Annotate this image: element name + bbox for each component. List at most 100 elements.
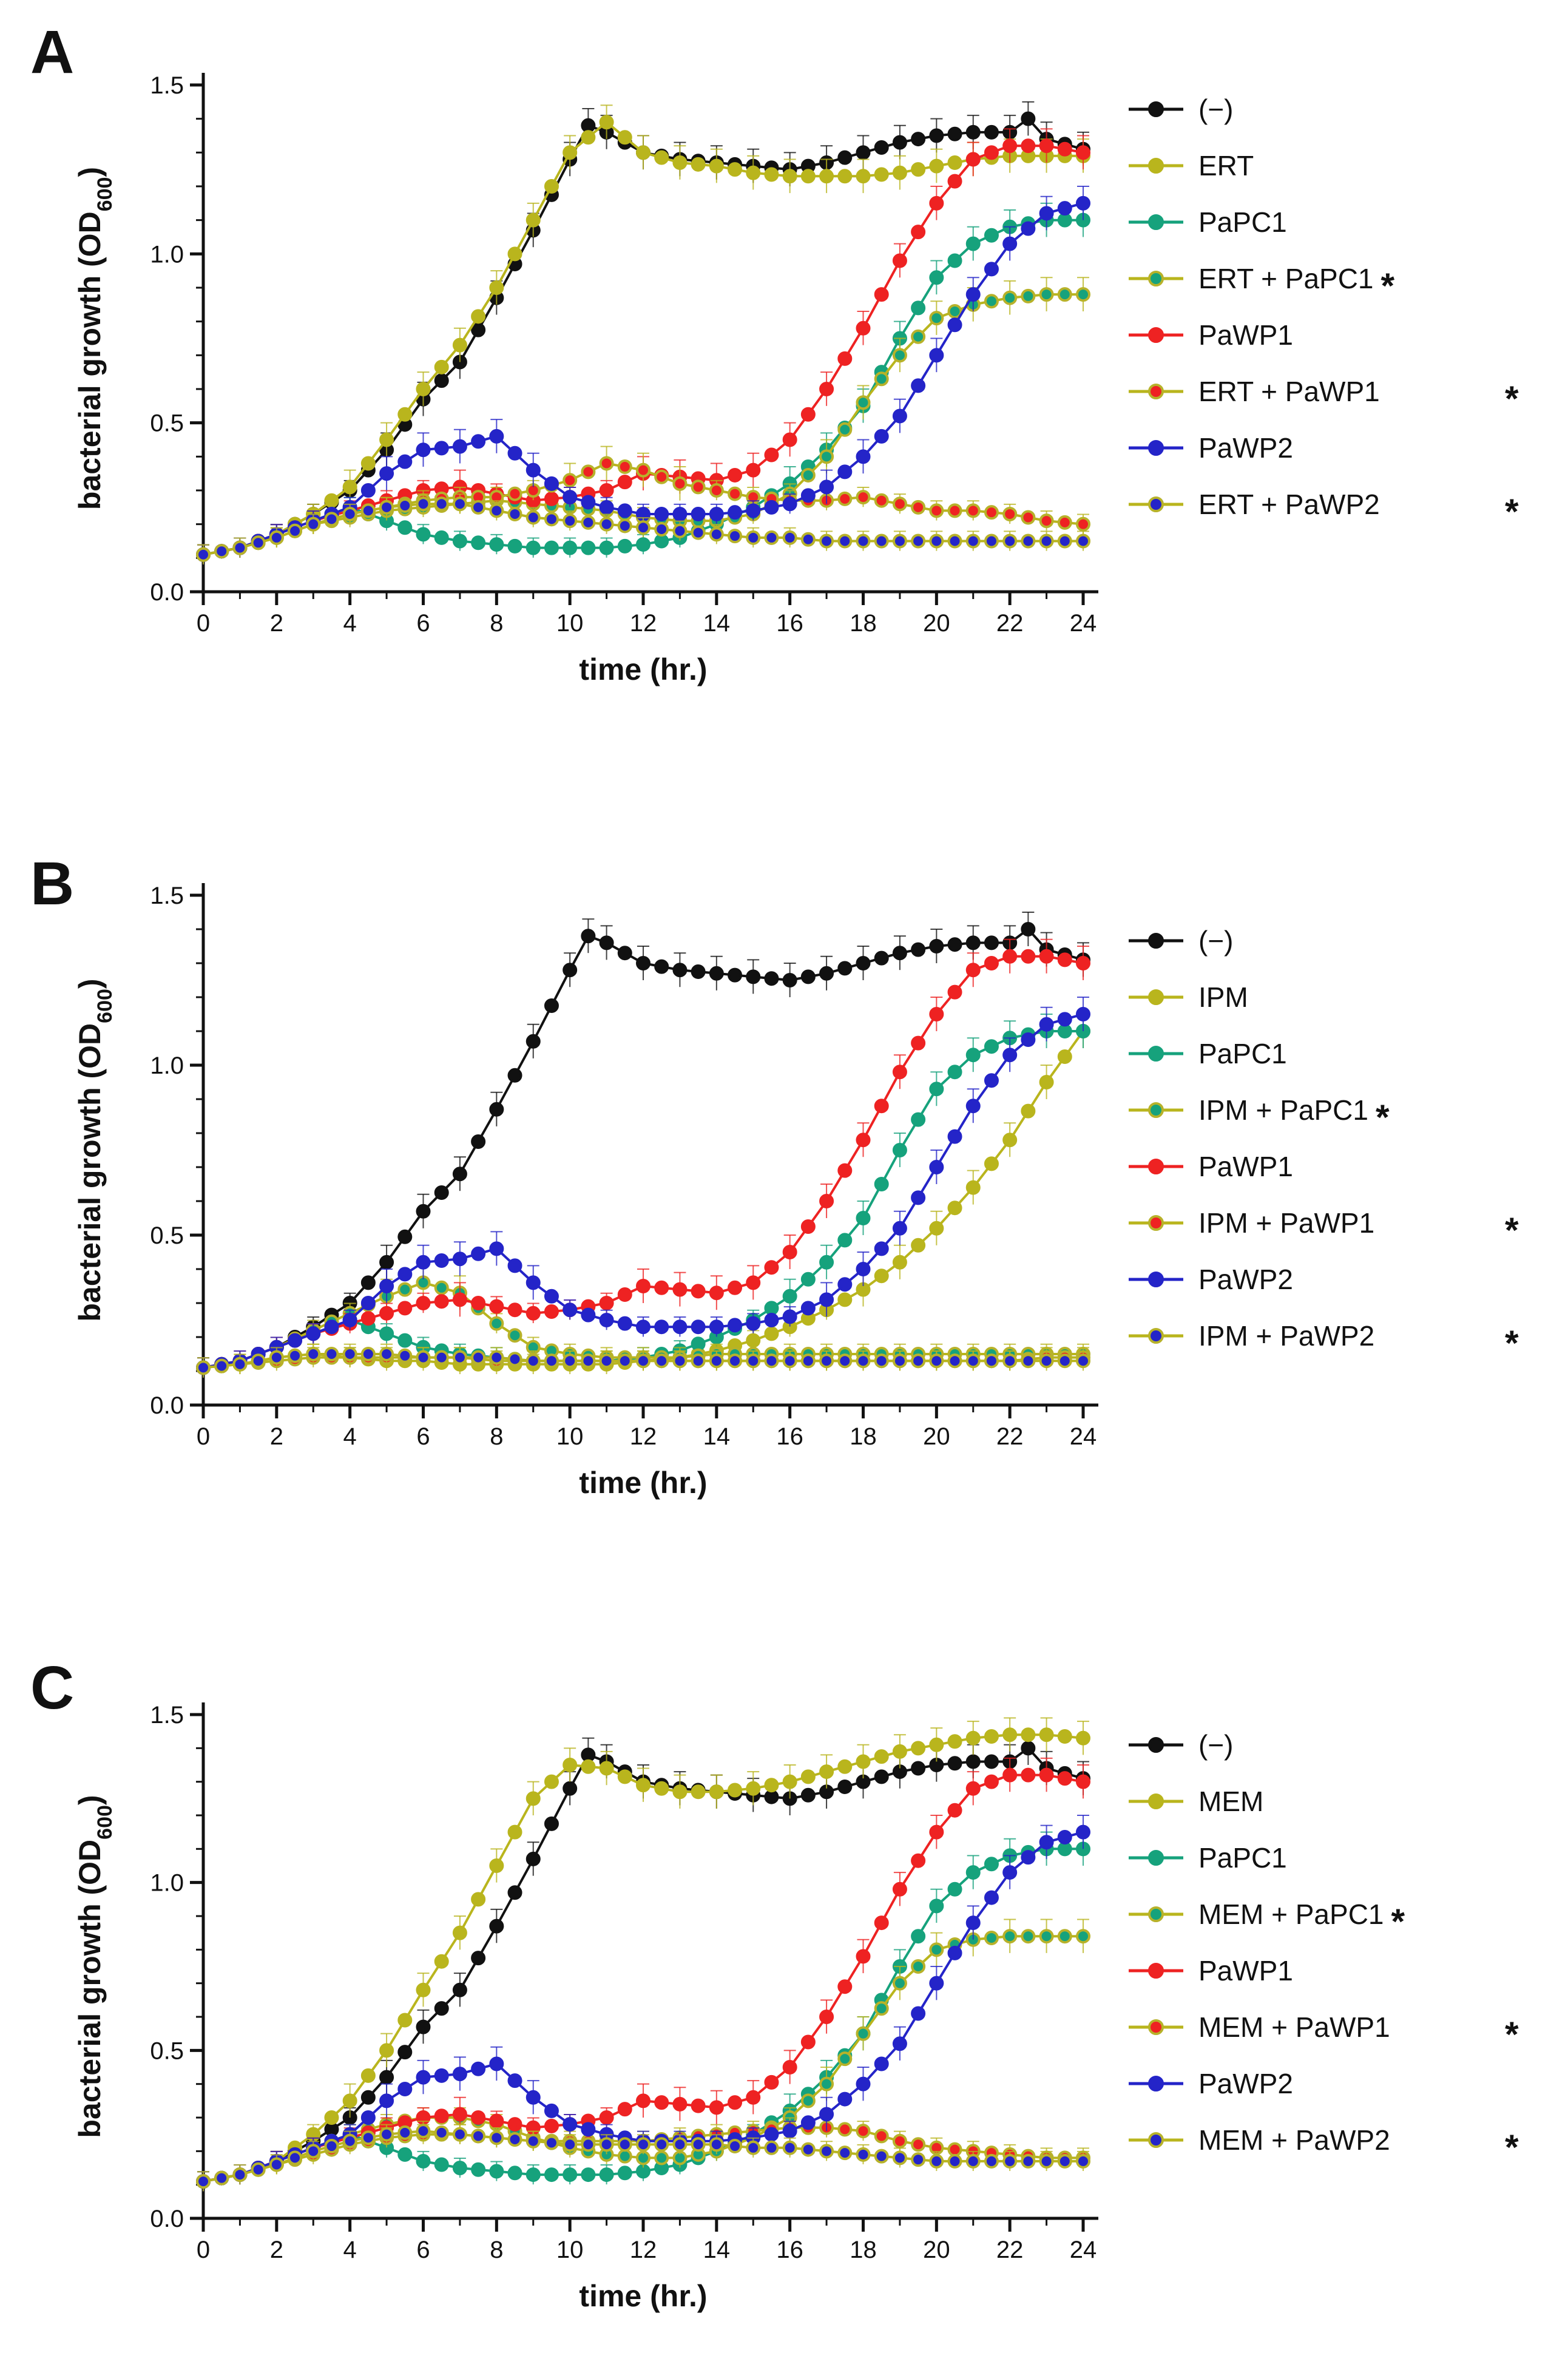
data-point [397,1333,413,1348]
panel-letter: B [30,850,74,918]
data-point [947,1756,962,1771]
data-point [947,1803,962,1818]
data-point [800,407,816,422]
data-point [544,2167,559,2183]
data-point [379,2127,394,2142]
data-point [984,1156,999,1171]
data-point [581,1759,596,1774]
data-point [965,1915,981,1931]
data-point [1039,1017,1054,1032]
data-point [471,1892,486,1907]
legend-marker [1148,933,1164,949]
data-point [544,1304,559,1319]
data-point [965,503,981,518]
data-point [471,2110,486,2125]
data-point [379,1306,394,1321]
data-point [1057,201,1072,216]
data-point [636,2137,651,2152]
data-point [416,496,431,512]
data-point [654,1319,669,1335]
x-tick-label: 2 [270,2237,283,2263]
legend-item: PaWP1 [1129,319,1293,351]
x-tick-label: 12 [630,2237,657,2263]
data-point [654,533,669,549]
data-point [1039,513,1054,529]
legend-label: PaWP2 [1198,432,1293,464]
data-point [929,533,944,549]
data-point [837,1759,853,1774]
data-point [617,1353,632,1369]
legend-item: PaPC1 [1129,206,1287,238]
data-point [654,1781,669,1796]
data-point [563,145,578,160]
data-point [709,966,724,981]
data-point [452,337,467,353]
data-point [892,2036,907,2051]
data-point [874,950,889,966]
data-point [728,467,743,483]
data-point [1039,949,1054,964]
data-point [471,1296,486,1310]
data-point [1076,2153,1090,2169]
data-point [1076,1824,1090,1840]
data-point [232,540,248,555]
data-point [397,2013,413,2028]
data-point [1021,1767,1036,1783]
data-point [636,2093,651,2108]
data-point [636,1353,651,1369]
data-point [525,2133,541,2149]
data-point [324,2122,339,2137]
data-point [1076,1007,1090,1021]
y-tick-label: 1.0 [150,1870,184,1897]
data-point [544,2103,559,2118]
y-tick-label: 1.5 [150,1702,184,1729]
data-point [379,1255,394,1270]
data-point [782,1774,797,1789]
data-point [782,1353,797,1369]
data-point [581,2137,596,2152]
data-point [654,1280,669,1295]
legend-item: MEM + PaPC1 * [1129,1898,1405,1942]
data-point [764,1789,779,1804]
data-point [563,1353,578,1369]
data-point [929,1353,944,1369]
data-point [856,2147,871,2162]
data-point [874,533,889,549]
data-point [636,537,651,552]
data-point [489,2056,504,2071]
data-point [563,1781,578,1796]
data-point [764,530,779,545]
series-ipm-pawp2 [196,1343,1090,1378]
data-point [709,1319,724,1335]
data-point [874,2149,889,2164]
data-point [929,1221,944,1236]
data-point [911,2152,926,2167]
data-point [709,2100,724,2115]
data-point [691,525,706,540]
data-point [489,280,504,295]
x-tick-label: 4 [343,2237,357,2263]
legend-marker [1148,1793,1164,1809]
data-point [947,126,962,141]
data-point [800,969,816,984]
data-point [911,1353,926,1369]
data-point [288,1348,303,1363]
data-point [1076,145,1090,160]
data-point [434,1253,449,1268]
x-tick-label: 10 [556,610,584,637]
data-point [929,348,944,363]
data-point [764,971,779,986]
data-point [397,454,413,469]
legend-item: ERT [1129,150,1254,181]
legend-label: ERT [1198,150,1254,181]
data-point [324,1347,339,1361]
data-point [507,246,522,262]
x-tick-label: 10 [556,1423,584,1450]
data-point [965,1099,981,1114]
data-point [911,1959,926,1974]
data-point [507,506,522,521]
data-point [672,155,688,171]
data-point [911,378,926,393]
data-point [856,169,871,184]
